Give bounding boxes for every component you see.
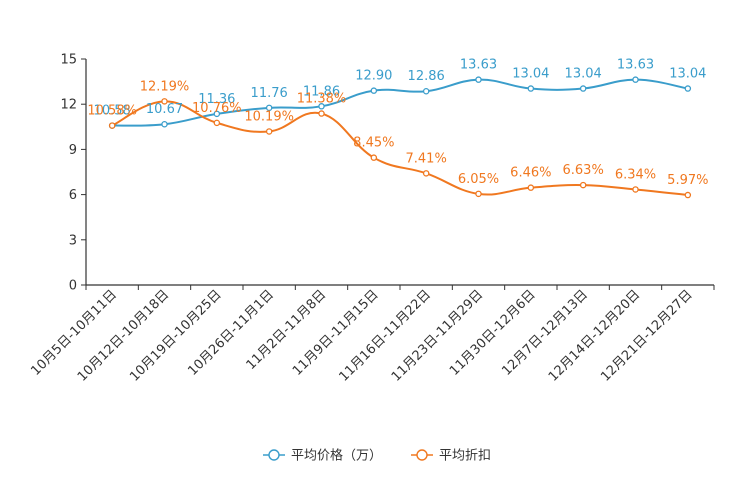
- x-tick-label: 10月5日-10月11日: [28, 287, 120, 379]
- series-lines: [108, 76, 692, 199]
- legend-label: 平均价格（万）: [291, 448, 382, 464]
- data-point: [632, 76, 639, 83]
- data-point: [370, 154, 378, 161]
- x-tick-label: 10月12日-10月18日: [75, 287, 172, 384]
- legend-label: 平均折扣: [439, 449, 491, 464]
- data-label: 7.41%: [406, 151, 447, 166]
- y-tick-label: 9: [69, 143, 77, 158]
- data-label: 10.19%: [244, 109, 294, 124]
- data-point: [527, 184, 535, 191]
- data-point: [265, 104, 273, 112]
- data-label: 13.04: [565, 67, 602, 82]
- x-tick-label: 11月16日-11月22日: [337, 287, 434, 384]
- data-label: 12.90: [355, 69, 392, 84]
- data-label: 10.58%: [87, 104, 137, 119]
- data-label: 6.63%: [563, 163, 604, 178]
- data-label: 12.19%: [140, 79, 190, 94]
- x-tick-label: 11月23日-11月29日: [389, 287, 486, 384]
- data-label: 6.34%: [615, 167, 656, 182]
- series-line-0: [112, 78, 688, 127]
- y-tick-label: 15: [60, 53, 77, 68]
- data-point: [161, 120, 168, 128]
- data-point: [318, 103, 325, 110]
- data-point: [213, 119, 221, 127]
- data-label: 12.86: [408, 69, 445, 84]
- legend-marker: [416, 449, 428, 461]
- data-point: [108, 122, 116, 129]
- data-label: 13.04: [512, 67, 549, 82]
- data-point: [475, 76, 482, 83]
- axes: 0 3 6 9 12 15 10月5日-10月11日10月12日-10月18日10月19日-…: [28, 53, 715, 385]
- data-label: 13.63: [617, 58, 654, 73]
- data-point: [684, 85, 692, 92]
- data-label: 11.76: [251, 86, 288, 101]
- data-point: [632, 186, 639, 193]
- data-label: 10.67: [146, 102, 183, 117]
- y-tick-label: 12: [60, 98, 77, 113]
- data-label: 11.86: [303, 84, 340, 99]
- data-label: 13.04: [669, 67, 706, 82]
- data-point: [422, 87, 430, 95]
- data-point: [161, 98, 168, 105]
- y-tick-label: 0: [69, 279, 77, 294]
- x-tick-label: 10月19日-10月25日: [127, 287, 224, 384]
- data-point: [422, 170, 430, 177]
- data-label: 10.58: [94, 104, 131, 119]
- data-label: 5.97%: [667, 173, 708, 188]
- data-point: [684, 191, 692, 199]
- y-tick-label: 3: [69, 233, 77, 248]
- data-point: [370, 87, 378, 94]
- data-label: 8.45%: [353, 136, 394, 151]
- data-point: [318, 110, 325, 117]
- data-point: [213, 110, 221, 118]
- data-point: [579, 85, 587, 92]
- data-point: [265, 128, 273, 135]
- data-label: 10.76%: [192, 101, 242, 116]
- data-point: [527, 85, 535, 92]
- data-label: 11.36: [198, 92, 235, 107]
- x-tick-label: 12月14日-12月20日: [546, 287, 643, 384]
- data-label: 6.46%: [510, 166, 551, 181]
- legend[interactable]: 平均价格（万） 平均折扣: [263, 448, 491, 464]
- x-tick-label: 12月21日-12月27日: [598, 287, 695, 384]
- data-label: 6.05%: [458, 172, 499, 187]
- legend-marker: [268, 449, 280, 461]
- data-point: [579, 181, 587, 189]
- data-label: 13.63: [460, 58, 497, 73]
- legend-item-1[interactable]: 平均折扣: [411, 449, 491, 464]
- data-label: 11.38%: [297, 92, 347, 107]
- legend-item-0[interactable]: 平均价格（万）: [263, 448, 382, 464]
- data-labels: 10.58 10.67 11.36 11.76 11.86 12.90 12.86 13.63…: [87, 58, 708, 188]
- data-point: [475, 190, 482, 198]
- y-tick-label: 6: [69, 188, 77, 203]
